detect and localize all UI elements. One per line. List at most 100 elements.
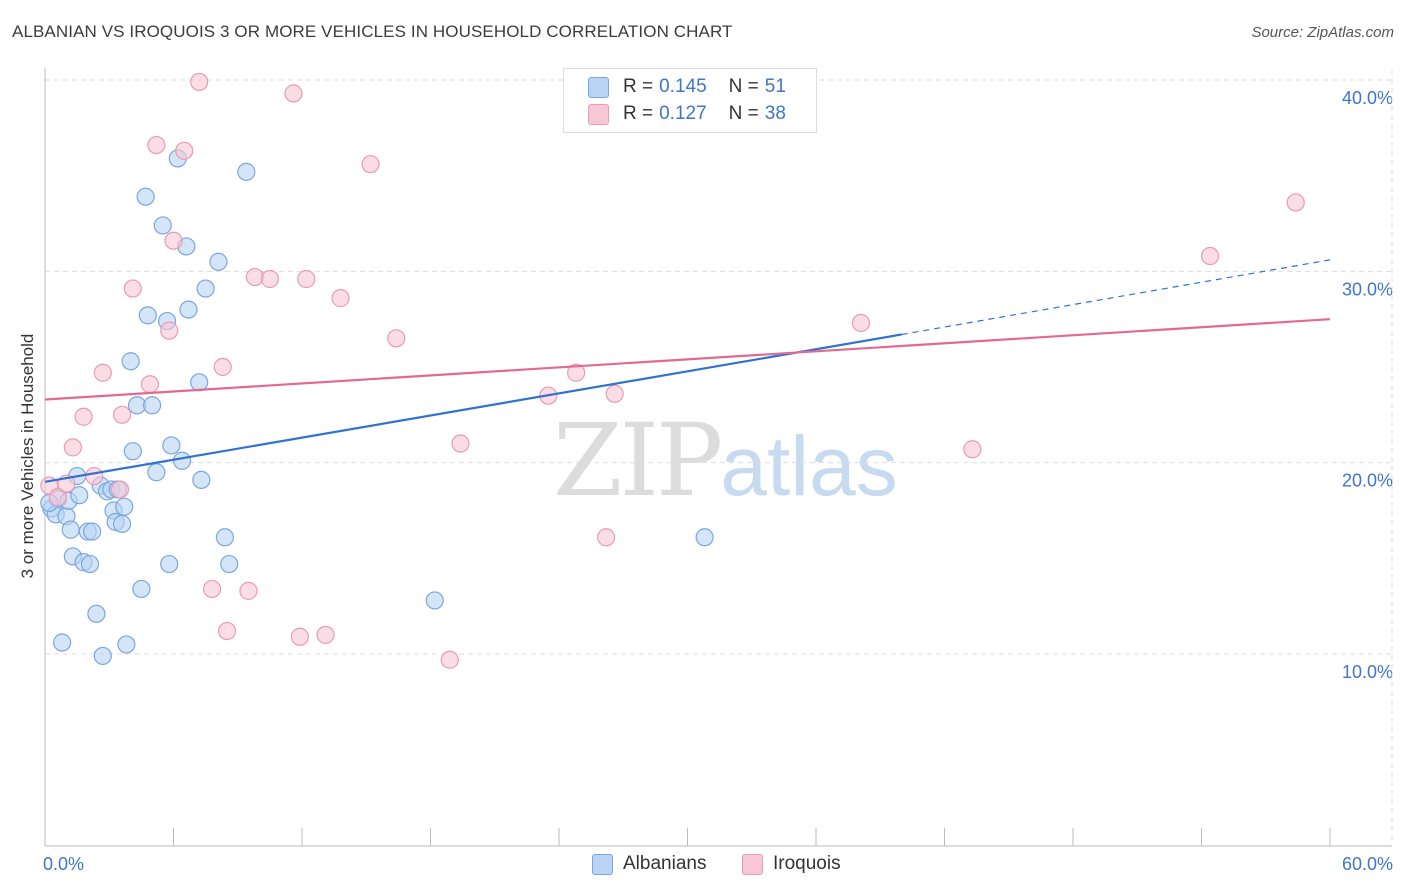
albanians-point	[115, 497, 134, 516]
albanians-point	[162, 436, 181, 455]
iroquois-point	[451, 434, 470, 453]
bottom-albanians-swatch	[592, 853, 613, 875]
iroquois-point	[605, 384, 624, 403]
albanians-swatch	[588, 76, 609, 98]
albanians-point	[196, 279, 215, 298]
iroquois-point	[85, 466, 104, 486]
albanians-point	[147, 463, 166, 482]
bottom-albanians-label: Albanians	[623, 853, 707, 874]
albanians-point	[215, 528, 234, 547]
iroquois-point	[175, 141, 194, 160]
iroquois-point	[147, 135, 166, 155]
iroquois-point	[110, 480, 130, 499]
albanians-n-label: N =	[728, 76, 759, 97]
albanians-point	[160, 554, 179, 574]
legend-row-iroquois: R = 0.127 N = 38	[588, 102, 786, 126]
source-label: Source: ZipAtlas.com	[1251, 24, 1394, 41]
albanians-point	[121, 352, 140, 371]
iroquois-point	[284, 84, 303, 103]
iroquois-point	[112, 405, 132, 424]
albanians-point	[138, 306, 157, 325]
albanians-point	[53, 633, 72, 652]
albanians-point	[142, 396, 162, 415]
iroquois-point	[48, 488, 67, 507]
albanians-point	[80, 554, 100, 574]
iroquois-point	[297, 269, 316, 289]
albanians-point	[695, 528, 714, 547]
iroquois-r-value: 0.127	[659, 103, 707, 124]
albanians-point	[93, 646, 112, 666]
albanians-point	[117, 635, 136, 654]
albanians-trend-line	[44, 333, 902, 483]
iroquois-point	[567, 363, 586, 382]
iroquois-n-value: 38	[764, 103, 786, 124]
x-tick-label-max: 60.0%	[1342, 854, 1393, 874]
albanians-r-label: R =	[623, 76, 654, 97]
bottom-iroquois-swatch	[742, 853, 763, 875]
iroquois-point	[74, 407, 93, 426]
y-tick-label: 40.0%	[1342, 88, 1393, 108]
albanians-r-value: 0.145	[659, 76, 707, 97]
bottom-legend-iroquois: Iroquois	[742, 852, 841, 876]
iroquois-point	[387, 329, 406, 348]
iroquois-r-label: R =	[623, 103, 654, 124]
iroquois-point	[597, 528, 616, 547]
iroquois-swatch	[588, 103, 609, 125]
iroquois-n-label: N =	[728, 103, 759, 124]
albanians-point	[425, 591, 444, 610]
y-tick-label: 10.0%	[1342, 662, 1393, 682]
iroquois-point	[239, 581, 258, 600]
iroquois-point	[1286, 193, 1305, 212]
iroquois-point	[260, 269, 279, 289]
albanians-point	[237, 162, 256, 181]
albanians-point	[123, 442, 142, 461]
iroquois-point	[190, 72, 209, 92]
albanians-point	[83, 522, 102, 541]
albanians-point	[190, 373, 209, 392]
albanians-point	[172, 451, 192, 470]
bottom-iroquois-label: Iroquois	[773, 853, 841, 874]
iroquois-trend-line	[44, 318, 1331, 401]
albanians-point	[136, 187, 155, 206]
watermark: ZIPatlas	[553, 402, 898, 519]
iroquois-point	[164, 231, 183, 250]
stats-legend: R = 0.145 N = 51 R = 0.127 N = 38	[563, 68, 817, 133]
albanians-point	[112, 514, 132, 533]
albanians-point	[192, 470, 211, 489]
iroquois-point	[1200, 246, 1220, 266]
x-tick-label-min: 0.0%	[43, 854, 84, 874]
iroquois-point	[63, 438, 82, 457]
albanians-point	[153, 216, 172, 235]
legend-row-albanians: R = 0.145 N = 51	[588, 75, 786, 99]
albanians-point	[209, 252, 228, 271]
albanians-n-value: 51	[764, 76, 786, 97]
watermark-atlas: atlas	[720, 419, 898, 513]
iroquois-point	[361, 155, 380, 174]
iroquois-point	[217, 621, 237, 641]
iroquois-point	[213, 357, 232, 377]
iroquois-point	[290, 627, 309, 646]
albanians-point	[179, 300, 198, 319]
iroquois-point	[316, 625, 335, 644]
iroquois-point	[202, 579, 222, 599]
y-tick-label: 20.0%	[1342, 471, 1393, 491]
albanians-point	[220, 554, 239, 574]
iroquois-point	[93, 363, 112, 382]
albanians-point	[70, 486, 89, 505]
iroquois-point	[123, 279, 142, 298]
iroquois-point	[963, 440, 982, 459]
iroquois-point	[331, 289, 350, 308]
chart-title: ALBANIAN VS IROQUOIS 3 OR MORE VEHICLES …	[12, 22, 733, 41]
watermark-zip: ZIP	[553, 402, 723, 519]
iroquois-point	[440, 650, 459, 669]
albanians-point	[61, 520, 80, 539]
bottom-legend-albanians: Albanians	[592, 852, 706, 876]
iroquois-point	[245, 267, 264, 287]
iroquois-point	[851, 313, 871, 333]
albanians-point	[87, 604, 106, 623]
albanians-point	[132, 579, 151, 599]
y-tick-label: 30.0%	[1342, 279, 1393, 299]
iroquois-point	[160, 321, 179, 340]
iroquois-point	[140, 375, 160, 394]
